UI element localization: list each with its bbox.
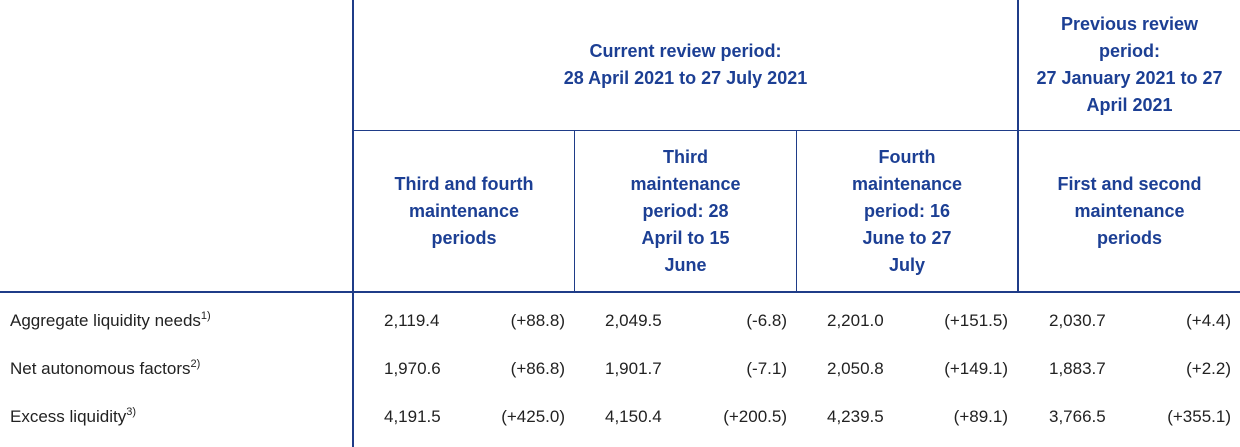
column-header: Third maintenance period: 28 April to 15… — [575, 131, 796, 291]
change: (+200.5) — [723, 407, 787, 426]
change: (+425.0) — [501, 407, 565, 426]
row-label-text: Excess liquidity — [10, 407, 127, 426]
divider — [574, 130, 575, 292]
value: 4,150.4 — [605, 407, 662, 426]
footnote-mark: 1) — [200, 310, 211, 322]
footnote-mark: 2) — [190, 358, 201, 370]
value: 2,030.7 — [1049, 311, 1106, 330]
group-label: Previous review period: — [1060, 14, 1199, 61]
row-label: Excess liquidity3) — [10, 407, 136, 427]
change: (+2.2) — [1186, 359, 1231, 378]
change: (+4.4) — [1186, 311, 1231, 330]
row-label-text: Aggregate liquidity needs — [10, 311, 201, 330]
column-label: First and second maintenance periods — [1057, 173, 1202, 248]
divider — [352, 130, 1240, 131]
column-label: Third and fourth maintenance periods — [394, 173, 534, 248]
change: (-6.8) — [746, 311, 787, 330]
change: (+86.8) — [510, 359, 565, 378]
change: (-7.1) — [746, 359, 787, 378]
change: (+89.1) — [953, 407, 1008, 426]
divider — [0, 291, 1240, 293]
value: 2,201.0 — [827, 311, 884, 330]
group-range: 28 April 2021 to 27 July 2021 — [563, 68, 808, 88]
change: (+355.1) — [1167, 407, 1231, 426]
row-label: Net autonomous factors2) — [10, 359, 200, 379]
column-label: Third maintenance period: 28 April to 15… — [630, 146, 741, 275]
change: (+151.5) — [944, 311, 1008, 330]
divider — [796, 130, 797, 292]
change: (+149.1) — [944, 359, 1008, 378]
value: 4,239.5 — [827, 407, 884, 426]
group-range: 27 January 2021 to 27 April 2021 — [1036, 68, 1223, 115]
column-label: Fourth maintenance period: 16 June to 27… — [851, 146, 963, 275]
group-label: Current review period: — [589, 41, 782, 61]
change: (+88.8) — [510, 311, 565, 330]
column-header: Third and fourth maintenance periods — [354, 131, 574, 291]
divider — [352, 0, 354, 447]
value: 2,050.8 — [827, 359, 884, 378]
value: 1,901.7 — [605, 359, 662, 378]
column-header: First and second maintenance periods — [1019, 131, 1240, 291]
value: 4,191.5 — [384, 407, 441, 426]
group-header: Previous review period: 27 January 2021 t… — [1019, 0, 1240, 130]
value: 1,883.7 — [1049, 359, 1106, 378]
value: 2,119.4 — [384, 311, 440, 330]
row-label-text: Net autonomous factors — [10, 359, 191, 378]
group-header: Current review period: 28 April 2021 to 2… — [354, 0, 1017, 130]
column-header: Fourth maintenance period: 16 June to 27… — [797, 131, 1017, 291]
footnote-mark: 3) — [126, 406, 136, 418]
divider — [1017, 0, 1019, 292]
value: 1,970.6 — [384, 359, 441, 378]
value: 3,766.5 — [1049, 407, 1106, 426]
row-label: Aggregate liquidity needs1) — [10, 311, 211, 331]
value: 2,049.5 — [605, 311, 662, 330]
